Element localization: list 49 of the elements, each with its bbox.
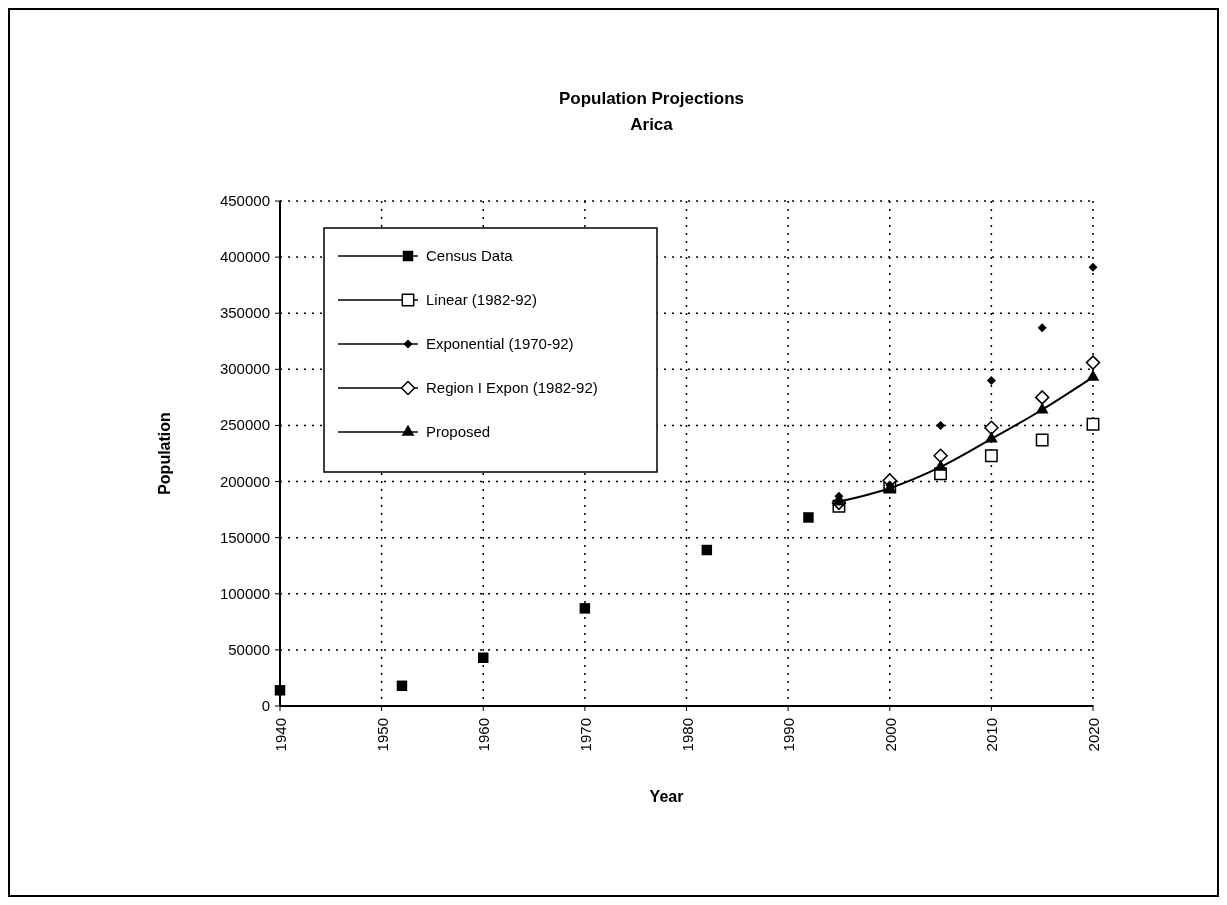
y-tick-label: 50000 [228, 640, 270, 658]
point [478, 652, 489, 663]
x-tick-label: 1950 [373, 718, 391, 752]
point [936, 420, 946, 430]
point [934, 459, 947, 471]
x-tick-label: 2020 [1085, 718, 1102, 752]
y-tick-label: 250000 [219, 416, 270, 434]
point [274, 685, 286, 696]
legend-label: Region I Expon (1982-92) [426, 379, 598, 396]
chart-title: Population Projections [558, 89, 745, 108]
y-tick-label: 100000 [219, 584, 270, 602]
y-tick-label: 200000 [219, 472, 270, 490]
point [1086, 417, 1100, 431]
point [933, 448, 948, 463]
point [984, 420, 999, 435]
x-axis-title: Year [649, 788, 684, 805]
y-tick-label: 150000 [219, 528, 270, 546]
y-axis-title: Population [156, 412, 173, 495]
point [579, 603, 591, 614]
legend-label: Census Data [426, 247, 514, 264]
point [1037, 323, 1047, 333]
x-tick-label: 1940 [272, 718, 289, 752]
point [803, 512, 814, 523]
chart-subtitle: Arica [630, 115, 674, 134]
legend-label: Proposed [426, 423, 491, 440]
point [1088, 262, 1098, 272]
y-tick-label: 450000 [219, 192, 270, 209]
point [1086, 369, 1100, 381]
point [1034, 390, 1050, 405]
point [986, 376, 996, 386]
y-tick-label: 350000 [219, 304, 270, 322]
y-tick-label: 0 [261, 697, 270, 714]
point [396, 680, 408, 692]
point [701, 544, 713, 556]
y-tick-label: 400000 [219, 248, 270, 266]
legend-label: Exponential (1970-92) [426, 335, 574, 352]
x-tick-label: 1980 [678, 718, 696, 752]
point [1035, 402, 1049, 414]
point [984, 449, 998, 463]
point [985, 431, 998, 443]
x-tick-label: 2000 [881, 718, 899, 752]
x-tick-label: 1960 [475, 718, 493, 752]
legend-label: Linear (1982-92) [426, 291, 537, 308]
x-tick-label: 2010 [983, 718, 1001, 752]
x-tick-label: 1970 [576, 718, 594, 752]
y-tick-label: 300000 [219, 360, 270, 378]
point [1035, 433, 1049, 447]
x-tick-label: 1990 [780, 718, 798, 752]
point [1085, 355, 1101, 370]
